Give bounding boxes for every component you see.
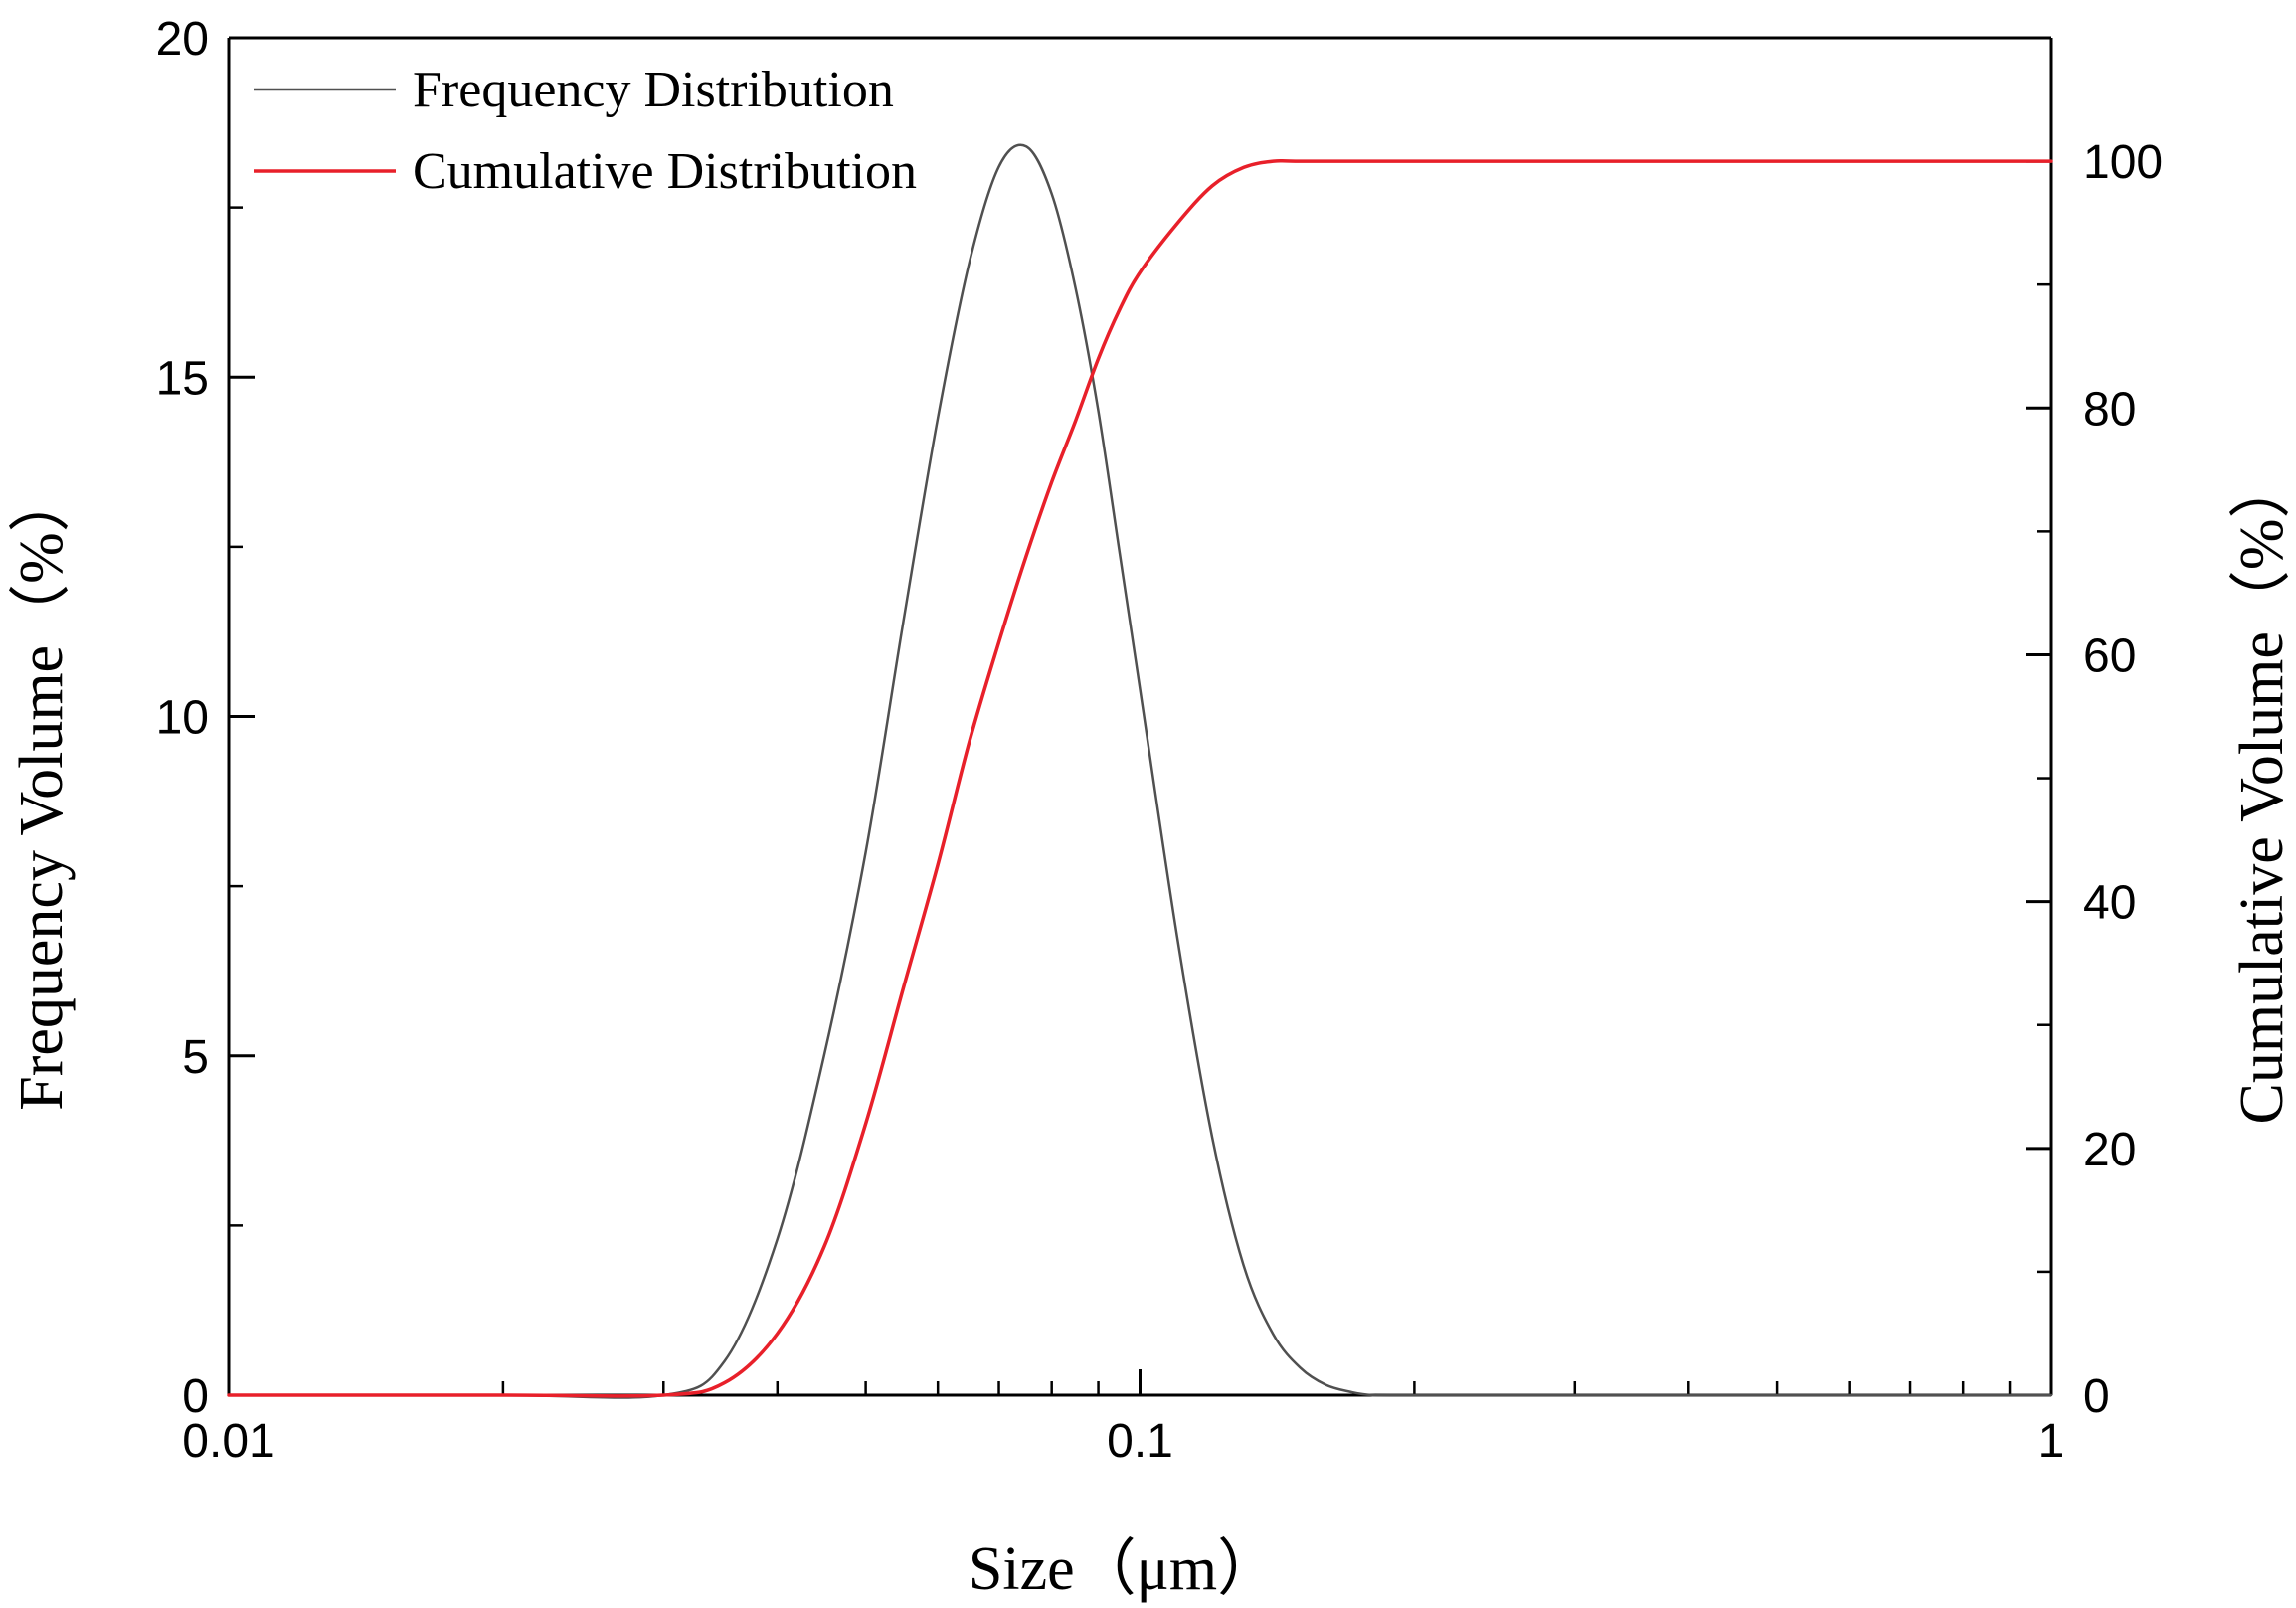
cumulative-distribution-line <box>227 158 2053 1398</box>
legend: Frequency Distribution Cumulative Distrib… <box>254 62 917 200</box>
axes <box>227 36 2053 1397</box>
y-tick-label: 15 <box>156 352 209 405</box>
frequency-distribution-line <box>227 143 2053 1399</box>
y-tick-label: 20 <box>156 13 209 66</box>
y2-tick-label: 20 <box>2083 1124 2136 1176</box>
legend-label: Frequency Distribution <box>413 62 894 118</box>
x-tick-label: 1 <box>2038 1415 2065 1468</box>
x-tick-label: 0.1 <box>1107 1415 1173 1468</box>
y2-tick-label: 100 <box>2083 136 2163 189</box>
y-tick-label: 10 <box>156 692 209 745</box>
y2-tick-label: 80 <box>2083 383 2136 436</box>
y2-tick-label: 40 <box>2083 877 2136 930</box>
legend-label: Cumulative Distribution <box>413 143 917 200</box>
x-axis-title: Size（μm） <box>969 1535 1279 1603</box>
y2-axis-title: Cumulative Volume（%） <box>2228 456 2296 1124</box>
y2-tick-label: 0 <box>2083 1370 2110 1423</box>
y-axis-title: Frequency Volume（%） <box>8 470 76 1110</box>
y-tick-label: 0 <box>182 1370 209 1423</box>
series-layer <box>227 143 2053 1399</box>
y2-tick-label: 60 <box>2083 629 2136 682</box>
y-tick-label: 5 <box>182 1031 209 1084</box>
x-tick-label: 0.01 <box>182 1415 274 1468</box>
